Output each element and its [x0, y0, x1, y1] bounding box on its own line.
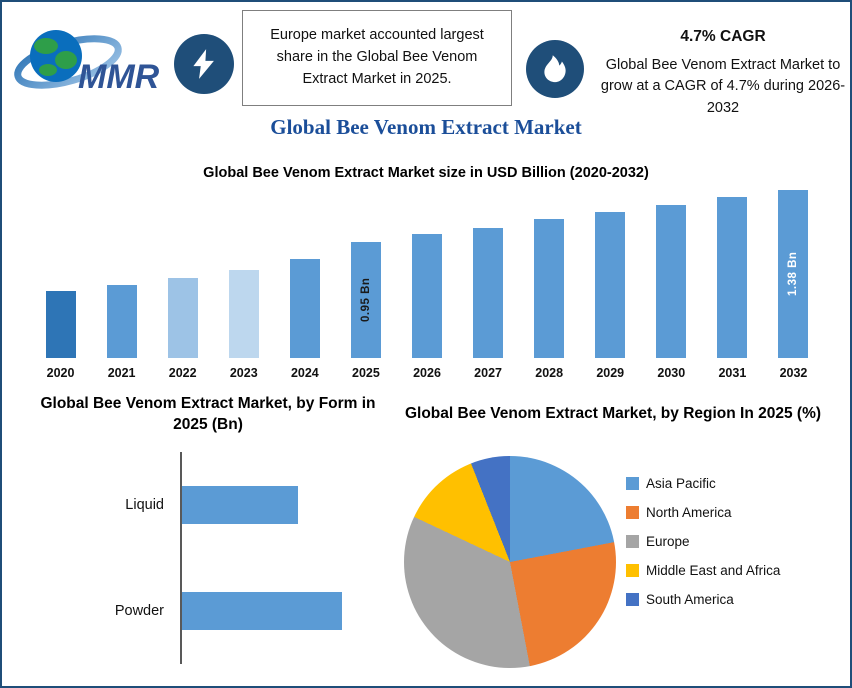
- category-label: Powder: [114, 602, 164, 619]
- x-axis-label: 2029: [596, 366, 625, 380]
- bar-2026: [412, 234, 442, 358]
- bar-slot-2020: 2020: [30, 184, 91, 380]
- legend-swatch: [626, 535, 639, 548]
- x-axis-label: 2030: [657, 366, 686, 380]
- legend-swatch: [626, 506, 639, 519]
- bar-slot-2027: 2027: [458, 184, 519, 380]
- bar-2021: [106, 285, 137, 358]
- bar-slot-2032: 1.38 Bn 2032: [763, 184, 824, 380]
- bar-slot-2030: 2030: [641, 184, 702, 380]
- x-axis-label: 2024: [290, 366, 319, 380]
- legend-label: Europe: [646, 534, 690, 549]
- bar-2028: [534, 219, 565, 358]
- y-axis-line: [180, 451, 182, 664]
- legend-label: Middle East and Africa: [646, 563, 781, 578]
- legend-swatch: [626, 593, 639, 606]
- x-axis-label: 2027: [474, 366, 502, 380]
- bar-chart-title: Global Bee Venom Extract Market size in …: [203, 165, 649, 181]
- x-axis-label: 2025: [352, 366, 380, 380]
- page-title: Global Bee Venom Extract Market: [270, 115, 582, 139]
- legend-swatch: [626, 477, 639, 490]
- bar-2029: [595, 212, 626, 358]
- x-axis-label: 2031: [718, 366, 747, 380]
- hbar-liquid: [182, 485, 298, 524]
- legend-item: South America: [626, 592, 780, 607]
- bar-2023: [228, 270, 259, 358]
- legend-item: Middle East and Africa: [626, 563, 780, 578]
- bar-slot-2022: 2022: [152, 184, 213, 380]
- bar-slot-2026: 2026: [396, 184, 457, 380]
- bar-slot-2021: 2021: [91, 184, 152, 380]
- bar-slot-2029: 2029: [580, 184, 641, 380]
- form-chart-section: Global Bee Venom Extract Market, by Form…: [28, 394, 388, 664]
- x-axis-label: 2028: [535, 366, 564, 380]
- legend-label: South America: [646, 592, 734, 607]
- highlight-text-box: Europe market accounted largest share in…: [242, 10, 512, 106]
- bar-value-label: 1.38 Bn: [787, 251, 800, 297]
- bar-2032: 1.38 Bn: [778, 190, 809, 358]
- legend-label: Asia Pacific: [646, 476, 716, 491]
- logo-text: MMR: [78, 58, 160, 96]
- bar-slot-2031: 2031: [702, 184, 763, 380]
- flame-icon: [526, 40, 584, 98]
- bar-value-label: 0.95 Bn: [359, 277, 372, 323]
- form-row-liquid: Liquid: [28, 452, 388, 558]
- form-row-powder: Powder: [28, 558, 388, 664]
- x-axis-label: 2020: [46, 366, 75, 380]
- legend-item: Europe: [626, 534, 780, 549]
- form-bar-chart: Liquid Powder: [28, 451, 388, 664]
- bar-2020: [45, 291, 76, 358]
- form-chart-title: Global Bee Venom Extract Market, by Form…: [40, 395, 376, 433]
- bar-2030: [656, 205, 687, 358]
- market-size-bar-chart: 2020 2021 2022 2023 2024 0.95 Bn 2025 2026 2027 2…: [30, 184, 824, 380]
- bar-2027: [473, 228, 504, 358]
- lightning-icon: [174, 34, 234, 94]
- x-axis-label: 2032: [779, 366, 808, 380]
- bar-2024: [289, 259, 320, 358]
- bar-slot-2023: 2023: [213, 184, 274, 380]
- bar-slot-2024: 2024: [274, 184, 335, 380]
- legend-label: North America: [646, 505, 732, 520]
- category-label: Liquid: [125, 496, 164, 513]
- cagr-block: 4.7% CAGR Global Bee Venom Extract Marke…: [600, 28, 846, 119]
- bar-slot-2028: 2028: [519, 184, 580, 380]
- region-pie-chart: [404, 456, 616, 668]
- pie-legend: Asia Pacific North America Europe Middle Ea…: [626, 476, 780, 607]
- legend-item: North America: [626, 505, 780, 520]
- pie-chart-title: Global Bee Venom Extract Market, by Regi…: [404, 405, 822, 422]
- region-chart-section: Global Bee Venom Extract Market, by Regi…: [398, 404, 828, 668]
- x-axis-label: 2023: [229, 366, 258, 380]
- cagr-text: Global Bee Venom Extract Market to grow …: [600, 57, 846, 116]
- bar-2022: [167, 278, 198, 358]
- cagr-title: 4.7% CAGR: [680, 28, 766, 45]
- bar-2025: 0.95 Bn: [350, 242, 381, 358]
- globe-logo-graphic: MMR: [14, 30, 160, 96]
- legend-swatch: [626, 564, 639, 577]
- legend-item: Asia Pacific: [626, 476, 780, 491]
- x-axis-label: 2022: [168, 366, 197, 380]
- x-axis-label: 2021: [107, 366, 136, 380]
- bar-2031: [717, 197, 748, 358]
- hbar-powder: [182, 591, 342, 630]
- bar-slot-2025: 0.95 Bn 2025: [335, 184, 396, 380]
- mmr-logo: MMR: [10, 14, 175, 104]
- x-axis-label: 2026: [413, 366, 441, 380]
